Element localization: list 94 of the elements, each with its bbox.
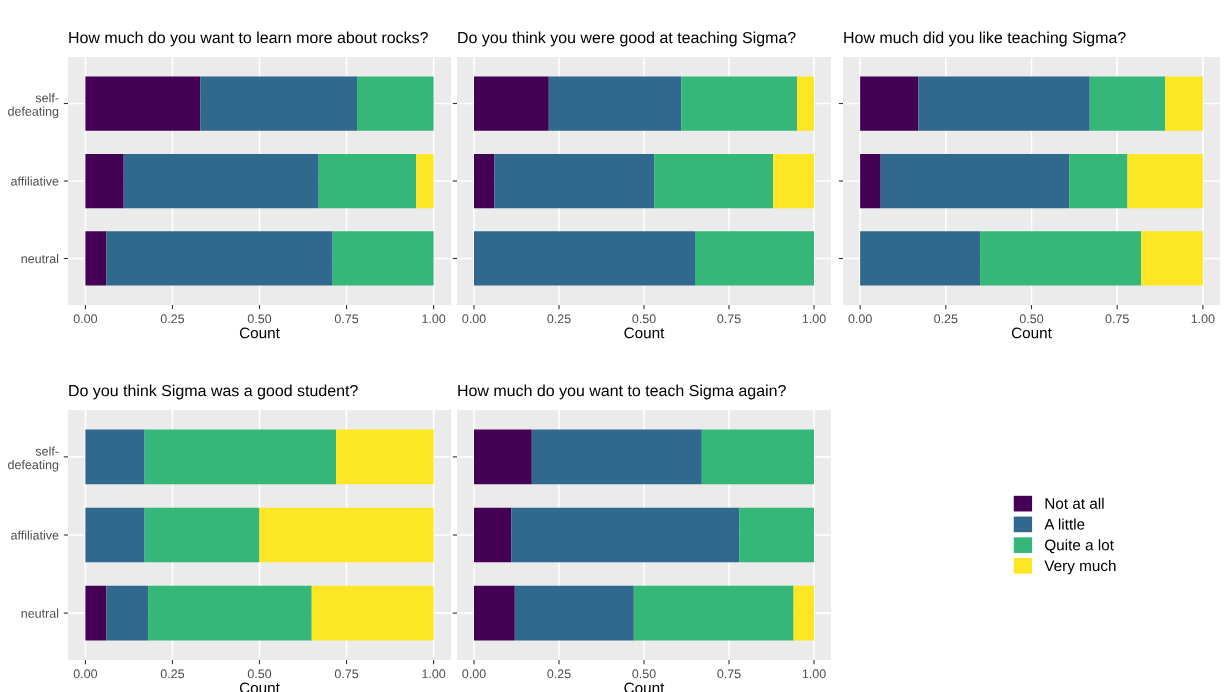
- bar: [980, 231, 1142, 286]
- bar: [880, 153, 1070, 209]
- x-tick-label: 0.00: [462, 314, 486, 324]
- x-tick-label: 1.00: [802, 314, 826, 324]
- chart-title: How much do you want to learn more about rocks?: [69, 31, 428, 47]
- x-tick-label: 1.00: [1191, 314, 1215, 324]
- x-tick-label: 0.25: [547, 314, 571, 324]
- bar: [860, 76, 919, 131]
- y-tick-label: self- defeating: [8, 93, 59, 119]
- y-tick-label: neutral: [21, 253, 59, 264]
- y-tick-label: neutral: [21, 608, 59, 618]
- bar: [85, 507, 145, 563]
- bar: [739, 507, 814, 563]
- bar: [85, 76, 201, 131]
- bar: [793, 585, 814, 641]
- bar: [336, 429, 434, 485]
- bar: [148, 585, 312, 641]
- bar: [106, 231, 333, 286]
- bar: [259, 507, 434, 563]
- legend-label: A little: [1044, 518, 1085, 530]
- bar: [416, 153, 434, 209]
- x-tick-label: 0.00: [73, 669, 98, 679]
- bar: [311, 585, 434, 641]
- bar: [548, 76, 682, 131]
- bar: [514, 585, 634, 641]
- x-tick-label: 0.00: [462, 669, 486, 679]
- bar: [860, 231, 981, 286]
- x-tick-label: 0.75: [717, 314, 741, 324]
- bar: [85, 585, 107, 641]
- bar: [85, 429, 145, 485]
- x-tick-label: 0.50: [247, 314, 272, 324]
- x-tick-label: 0.25: [160, 669, 185, 679]
- legend-label: Very much: [1044, 559, 1116, 575]
- bar: [474, 429, 532, 485]
- x-tick-label: 0.25: [934, 314, 958, 324]
- bar: [654, 153, 774, 209]
- bar: [106, 585, 149, 641]
- bar: [474, 507, 512, 563]
- bar: [701, 429, 814, 485]
- bar: [144, 507, 260, 563]
- bar: [474, 585, 515, 641]
- x-tick-label: 1.00: [802, 669, 826, 679]
- y-tick-label: affiliative: [11, 176, 59, 186]
- x-tick-label: 0.50: [247, 669, 272, 679]
- x-tick-label: 0.75: [717, 669, 741, 679]
- bar: [144, 429, 337, 485]
- x-tick-label: 0.75: [334, 669, 359, 679]
- x-tick-label: 0.25: [160, 314, 185, 324]
- bar: [474, 231, 695, 286]
- x-tick-label: 0.00: [848, 314, 872, 324]
- legend-label: Not at all: [1045, 497, 1104, 509]
- x-tick-label: 0.25: [547, 669, 571, 679]
- x-axis-title: Count: [239, 327, 280, 339]
- x-tick-label: 0.50: [632, 669, 656, 679]
- bar: [494, 153, 655, 209]
- chart-title: Do you think you were good at teaching Sigma?: [458, 31, 796, 47]
- x-tick-label: 1.00: [422, 669, 446, 679]
- x-axis-title: Count: [624, 327, 665, 339]
- bar: [1127, 153, 1203, 209]
- bar: [85, 153, 124, 209]
- x-tick-label: 0.00: [73, 314, 98, 324]
- bar: [1089, 76, 1166, 131]
- y-tick-label: self- defeating: [8, 446, 59, 472]
- x-tick-label: 0.75: [334, 314, 359, 324]
- bar: [695, 231, 814, 286]
- bar: [332, 231, 434, 286]
- bar: [531, 429, 702, 485]
- bar: [797, 76, 814, 131]
- bar: [1069, 153, 1128, 209]
- bar: [474, 153, 495, 209]
- x-tick-label: 0.50: [632, 314, 656, 324]
- bar: [511, 507, 740, 563]
- x-tick-label: 1.00: [422, 314, 446, 324]
- bar: [85, 231, 107, 286]
- bar: [200, 76, 357, 131]
- chart-title: Do you think Sigma was a good student?: [69, 384, 358, 400]
- bar: [318, 153, 417, 209]
- bar: [356, 76, 434, 131]
- bar: [1165, 76, 1203, 131]
- chart-title: How much did you like teaching Sigma?: [844, 31, 1126, 47]
- y-tick-label: affiliative: [11, 530, 59, 540]
- chart-title: How much do you want to teach Sigma again?: [458, 384, 786, 400]
- bar: [860, 153, 881, 209]
- bar: [633, 585, 794, 641]
- legend-label: Quite a lot: [1045, 539, 1114, 554]
- bar: [681, 76, 797, 131]
- bar: [474, 76, 549, 131]
- bar: [123, 153, 319, 209]
- x-tick-label: 0.50: [1019, 314, 1044, 324]
- x-axis-title: Count: [1011, 327, 1052, 339]
- bar: [1141, 231, 1203, 286]
- x-tick-label: 0.75: [1105, 314, 1129, 324]
- bar: [918, 76, 1090, 131]
- bar: [773, 153, 814, 209]
